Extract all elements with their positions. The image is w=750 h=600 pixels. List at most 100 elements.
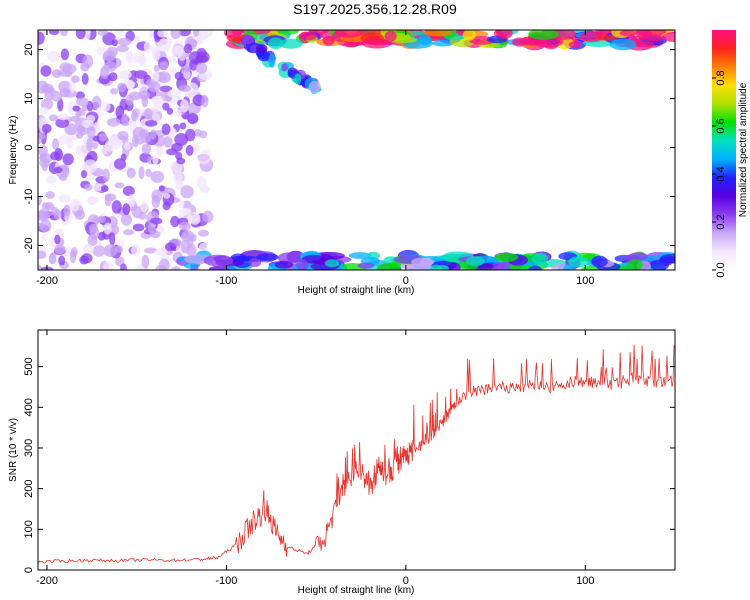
- heatmap-cell: [45, 191, 55, 200]
- heatmap-cell: [97, 30, 108, 36]
- heatmap-cell: [50, 151, 60, 161]
- heatmap-cell: [64, 123, 78, 135]
- heatmap-cell: [376, 262, 401, 270]
- heatmap-cell: [176, 157, 186, 165]
- heatmap-cell: [110, 88, 119, 95]
- heatmap-cell: [158, 185, 165, 192]
- heatmap-frame: [37, 29, 676, 271]
- heatmap-cells: [38, 30, 675, 270]
- heatmap-cell: [138, 166, 145, 180]
- heatmap-cell: [40, 65, 52, 77]
- heatmap-cell: [126, 79, 135, 89]
- heatmap-y-tick-label: -20: [23, 238, 35, 254]
- snr-x-ticks: -200 -100 0 100: [36, 330, 594, 587]
- heatmap-cell: [54, 244, 66, 255]
- heatmap-cell: [115, 256, 125, 267]
- heatmap-cell: [159, 85, 173, 92]
- heatmap-cell: [54, 234, 61, 245]
- heatmap-cell: [255, 44, 268, 54]
- colorbar-label: Normalized spectral amplitude: [738, 82, 749, 217]
- heatmap-cell: [38, 250, 47, 260]
- heatmap-cell: [111, 39, 118, 47]
- heatmap-cell: [122, 229, 135, 236]
- heatmap-cell: [120, 263, 127, 270]
- heatmap-cell: [335, 30, 364, 38]
- heatmap-cell: [167, 56, 180, 63]
- heatmap-x-axis-label: Height of straight line (km): [298, 285, 415, 296]
- heatmap-cell: [108, 72, 118, 82]
- heatmap-cell: [361, 38, 392, 49]
- heatmap-cell: [80, 169, 88, 179]
- heatmap-cell: [183, 43, 193, 54]
- heatmap-cell: [98, 133, 108, 142]
- snr-y-tick-label: 0: [23, 567, 35, 573]
- heatmap-cell: [298, 31, 317, 41]
- heatmap-cell: [248, 258, 262, 268]
- snr-x-tick-label: 0: [403, 575, 409, 587]
- heatmap-cell: [132, 223, 145, 232]
- heatmap-cell: [58, 255, 66, 266]
- heatmap-cell: [38, 43, 42, 55]
- heatmap-cell: [57, 135, 72, 145]
- heatmap-cell: [134, 70, 148, 79]
- heatmap-cell: [179, 221, 191, 231]
- heatmap-cell: [171, 48, 180, 56]
- heatmap-cell: [149, 129, 157, 140]
- heatmap-cell: [82, 243, 94, 255]
- heatmap-cell: [122, 185, 135, 197]
- colorbar-tick-label: 0.2: [715, 214, 727, 229]
- heatmap-cell: [189, 214, 201, 225]
- heatmap-cell: [101, 101, 111, 112]
- heatmap-cell: [114, 158, 126, 170]
- heatmap-cell: [151, 46, 161, 61]
- heatmap-cell: [609, 38, 637, 51]
- heatmap-cell: [103, 261, 114, 270]
- heatmap-cell: [148, 30, 155, 39]
- heatmap-cell: [197, 229, 210, 237]
- heatmap-cell: [202, 210, 214, 223]
- heatmap-cell: [126, 167, 136, 179]
- heatmap-cell: [127, 194, 136, 208]
- snr-y-tick-label: 100: [23, 520, 35, 538]
- snr-series-line: [38, 344, 675, 564]
- heatmap-cell: [86, 196, 99, 205]
- snr-x-tick-label: 100: [576, 575, 594, 587]
- heatmap-cell: [308, 80, 321, 93]
- heatmap-cell: [39, 153, 54, 163]
- heatmap-cell: [81, 253, 93, 264]
- heatmap-cell: [163, 192, 171, 199]
- heatmap-cell: [148, 81, 161, 93]
- heatmap-cell: [268, 53, 276, 68]
- heatmap-cell: [63, 204, 71, 217]
- heatmap-cell: [186, 243, 197, 257]
- heatmap-cell: [139, 129, 150, 138]
- heatmap-cell: [117, 82, 127, 93]
- heatmap-cell: [348, 252, 372, 259]
- snr-panel: -200 -100 0 100 0 100 200 300 400 500 Height of …: [8, 329, 676, 596]
- heatmap-cell: [71, 75, 80, 83]
- heatmap-cell: [423, 30, 452, 37]
- heatmap-cell: [40, 98, 54, 110]
- heatmap-cell: [58, 194, 71, 204]
- heatmap-cell: [180, 99, 189, 113]
- heatmap-cell: [140, 201, 149, 213]
- heatmap-cell: [70, 198, 80, 212]
- colorbar-ticks: 0.0 0.2 0.4 0.6 0.8: [712, 70, 727, 278]
- heatmap-cell: [57, 98, 64, 112]
- heatmap-cell: [117, 37, 132, 47]
- heatmap-cell: [116, 45, 129, 53]
- heatmap-cell: [143, 41, 151, 53]
- heatmap-y-tick-label: 20: [23, 43, 35, 55]
- heatmap-background: [38, 30, 675, 270]
- heatmap-cell: [74, 209, 86, 221]
- heatmap-cell: [196, 175, 207, 190]
- heatmap-cell: [82, 54, 94, 69]
- heatmap-cell: [185, 144, 194, 156]
- heatmap-cell: [178, 207, 192, 216]
- heatmap-cell: [104, 140, 115, 152]
- heatmap-cell: [195, 55, 208, 63]
- heatmap-cell: [619, 30, 637, 37]
- heatmap-cell: [496, 30, 513, 39]
- snr-y-ticks: 0 100 200 300 400 500: [23, 357, 675, 573]
